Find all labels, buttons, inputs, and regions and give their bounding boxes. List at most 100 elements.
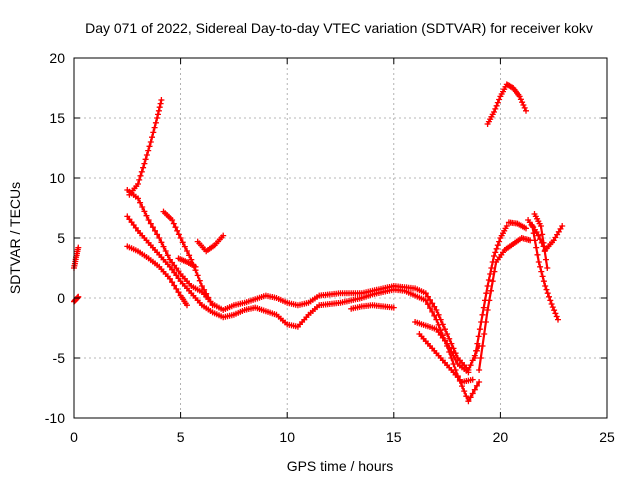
data-point [474,340,481,347]
data-point [174,227,181,234]
data-point [479,311,486,318]
data-point [184,248,190,254]
data-point [446,344,453,351]
data-point [173,285,180,292]
x-tick-label: 0 [70,429,78,445]
data-point [140,164,147,171]
series-arc-5 [124,213,483,405]
data-point [448,348,455,355]
y-tick-label: 20 [49,50,65,66]
data-point [476,367,483,373]
data-point [553,313,560,320]
series-arc-19 [531,211,551,271]
data-point [149,134,155,141]
data-point [484,307,491,313]
data-point [473,382,480,389]
x-tick-label: 5 [177,429,185,445]
data-point [467,362,474,369]
data-point [184,302,190,309]
data-point [171,282,178,289]
data-point [494,242,501,249]
data-point [422,290,429,297]
data-point [476,326,483,333]
data-point [523,107,529,114]
data-point [156,104,163,111]
data-point [446,335,453,342]
data-point [166,275,173,282]
data-point [156,235,163,241]
data-point [172,224,179,231]
series-arc-15 [505,219,529,232]
data-point [203,290,210,297]
data-point [135,181,141,187]
data-point [537,223,544,229]
data-point [142,156,149,163]
data-point [485,277,492,283]
data-point [538,268,545,275]
data-point [151,124,158,131]
data-point [492,249,499,256]
data-point [503,223,510,229]
data-point [516,93,523,100]
data-point [546,293,552,300]
series-arc-12 [416,331,476,385]
data-point [390,304,397,311]
data-point [450,345,457,352]
data-point [147,139,154,145]
data-point [435,321,442,328]
data-point [155,111,161,118]
data-point [137,172,144,179]
data-point [520,102,527,108]
data-point [158,239,165,246]
data-point [158,97,165,103]
data-point [155,107,162,114]
data-point [544,265,551,271]
data-point [521,104,528,111]
data-point [422,297,429,304]
data-point [170,220,177,227]
data-point [135,195,141,202]
data-point [431,303,438,310]
data-point [471,355,478,361]
data-point [207,298,214,305]
data-point [424,301,431,308]
data-point [531,237,538,244]
data-point [164,252,171,259]
data-point [444,331,451,337]
data-point [75,293,82,300]
data-point [548,301,555,307]
data-point [177,235,184,241]
data-point [517,96,524,103]
data-point [150,129,157,136]
data-point [154,231,161,238]
axis-ticks [73,57,608,419]
series-arc-9 [194,232,227,255]
data-point [530,230,537,237]
data-point [549,304,556,311]
data-point [136,176,143,183]
data-point [143,152,150,158]
data-point [194,272,201,279]
data-point [147,220,154,227]
data-point [424,293,431,300]
data-point [431,312,438,319]
data-point [427,305,433,312]
chart-title: Day 071 of 2022, Sidereal Day-to-day VTE… [85,20,593,36]
data-point [137,199,144,206]
data-point [188,256,195,263]
data-point [141,160,148,167]
data-point [540,278,547,285]
data-point [154,115,161,121]
data-point [138,168,145,175]
data-point [535,232,542,239]
data-point [175,231,182,238]
data-point [479,343,486,349]
data-point [220,232,227,239]
data-point [463,393,470,400]
data-point [535,259,542,265]
data-point [160,243,167,250]
data-point [542,283,549,289]
series-arc-17 [529,223,561,323]
y-tick-label: -10 [45,410,65,426]
